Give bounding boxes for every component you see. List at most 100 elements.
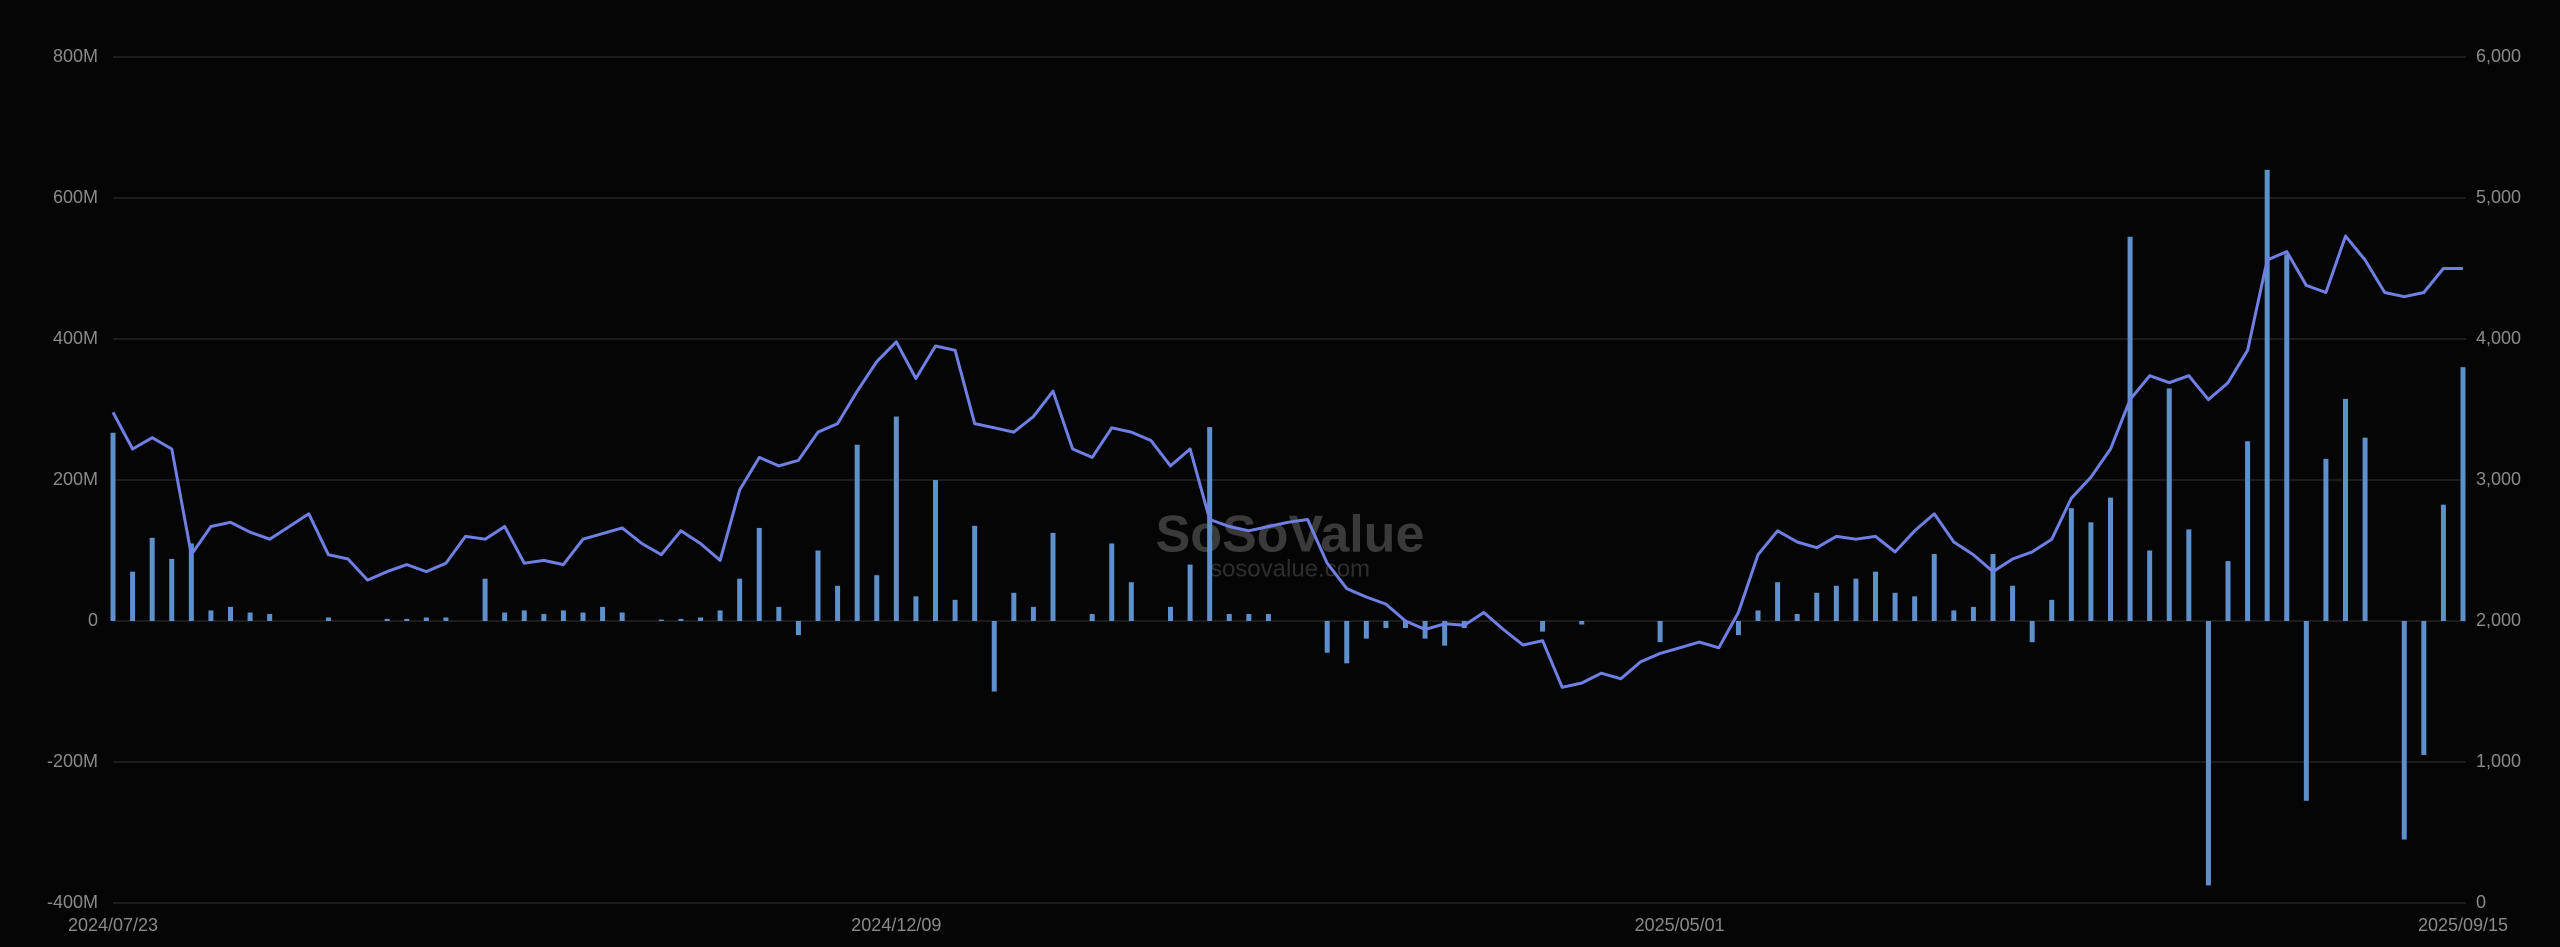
bar	[1265, 613, 1271, 621]
bar	[1011, 592, 1017, 621]
bar	[2323, 458, 2329, 621]
bar	[2205, 621, 2211, 886]
bar	[913, 596, 919, 621]
bar	[1833, 585, 1839, 621]
y2-tick-label: 5,000	[2476, 187, 2521, 207]
bar	[1226, 613, 1232, 621]
bar	[972, 525, 978, 621]
bar	[1187, 564, 1193, 621]
bar	[1755, 610, 1761, 621]
bar	[933, 480, 938, 621]
bar	[521, 610, 527, 621]
bar	[952, 599, 958, 621]
bar	[1892, 592, 1898, 621]
bar	[1540, 621, 1546, 632]
bar	[893, 416, 899, 621]
bar	[1794, 613, 1800, 621]
bar	[110, 432, 116, 621]
y-tick-label: -200M	[47, 751, 98, 771]
bar	[619, 612, 625, 621]
bar	[1853, 578, 1859, 621]
bar	[2010, 585, 2016, 621]
bar	[1207, 427, 1213, 621]
grid	[113, 56, 2466, 904]
bar	[678, 618, 684, 621]
bar	[423, 617, 429, 621]
y2-tick-label: 6,000	[2476, 46, 2521, 66]
bar	[247, 612, 253, 621]
bar	[874, 575, 880, 621]
bar	[1344, 621, 1350, 664]
bar	[1775, 582, 1781, 621]
bar-series	[110, 169, 2466, 886]
bar	[208, 610, 214, 621]
y2-tick-label: 3,000	[2476, 469, 2521, 489]
bar	[1579, 621, 1585, 625]
x-tick-label: 2025/05/01	[1635, 915, 1725, 935]
bar	[1324, 621, 1330, 653]
bar	[2049, 599, 2055, 621]
bar	[1383, 621, 1389, 629]
bar	[1951, 610, 1957, 621]
bar	[1050, 532, 1056, 621]
bar	[2166, 388, 2172, 621]
bar	[795, 621, 801, 636]
y-tick-label: 0	[88, 610, 98, 630]
bar	[2440, 504, 2446, 621]
bar	[2343, 398, 2348, 621]
bar	[1931, 554, 1937, 621]
bar	[1657, 621, 1663, 643]
bar	[325, 617, 331, 621]
bar	[541, 613, 547, 621]
bar	[228, 606, 233, 621]
watermark: SoSoValue	[1156, 506, 1425, 564]
bar	[698, 617, 703, 621]
bar	[1912, 596, 1918, 621]
y2-tick-label: 2,000	[2476, 610, 2521, 630]
bar	[1735, 621, 1741, 636]
bar	[1990, 554, 1996, 621]
y-tick-label: 600M	[53, 187, 98, 207]
bar	[815, 550, 821, 621]
bar	[737, 578, 743, 621]
y2-tick-label: 0	[2476, 892, 2486, 912]
y-tick-label: -400M	[47, 892, 98, 912]
bar	[2186, 529, 2192, 621]
bar	[2362, 437, 2368, 621]
bar	[600, 606, 606, 621]
bar	[188, 543, 194, 621]
bar	[2127, 236, 2133, 621]
bar	[835, 585, 841, 621]
bar	[1030, 606, 1036, 621]
watermark-url: sosovalue.com	[1210, 555, 1370, 582]
bar	[2225, 561, 2231, 621]
bar	[1970, 606, 1976, 621]
bar	[2264, 169, 2270, 622]
bar	[149, 537, 155, 621]
bar	[1089, 613, 1095, 621]
bar	[2284, 254, 2290, 621]
bar	[2401, 621, 2407, 840]
bar	[2108, 497, 2113, 621]
bar	[2460, 367, 2466, 621]
y-tick-label: 200M	[53, 469, 98, 489]
bar	[482, 578, 488, 621]
x-tick-label: 2024/12/09	[851, 915, 941, 935]
bar	[1109, 543, 1115, 621]
bar	[1128, 582, 1134, 621]
bar	[130, 571, 136, 621]
bar	[169, 558, 175, 621]
bar	[2068, 508, 2074, 621]
bar	[658, 619, 664, 621]
bar	[2029, 621, 2035, 643]
bar	[560, 610, 566, 621]
bar	[404, 618, 410, 621]
bar	[1442, 621, 1448, 646]
y2-tick-label: 4,000	[2476, 328, 2521, 348]
price-line	[111, 234, 2463, 689]
bar	[1246, 613, 1252, 621]
bar	[2245, 441, 2251, 621]
bar	[580, 612, 586, 621]
bar	[1168, 606, 1173, 621]
